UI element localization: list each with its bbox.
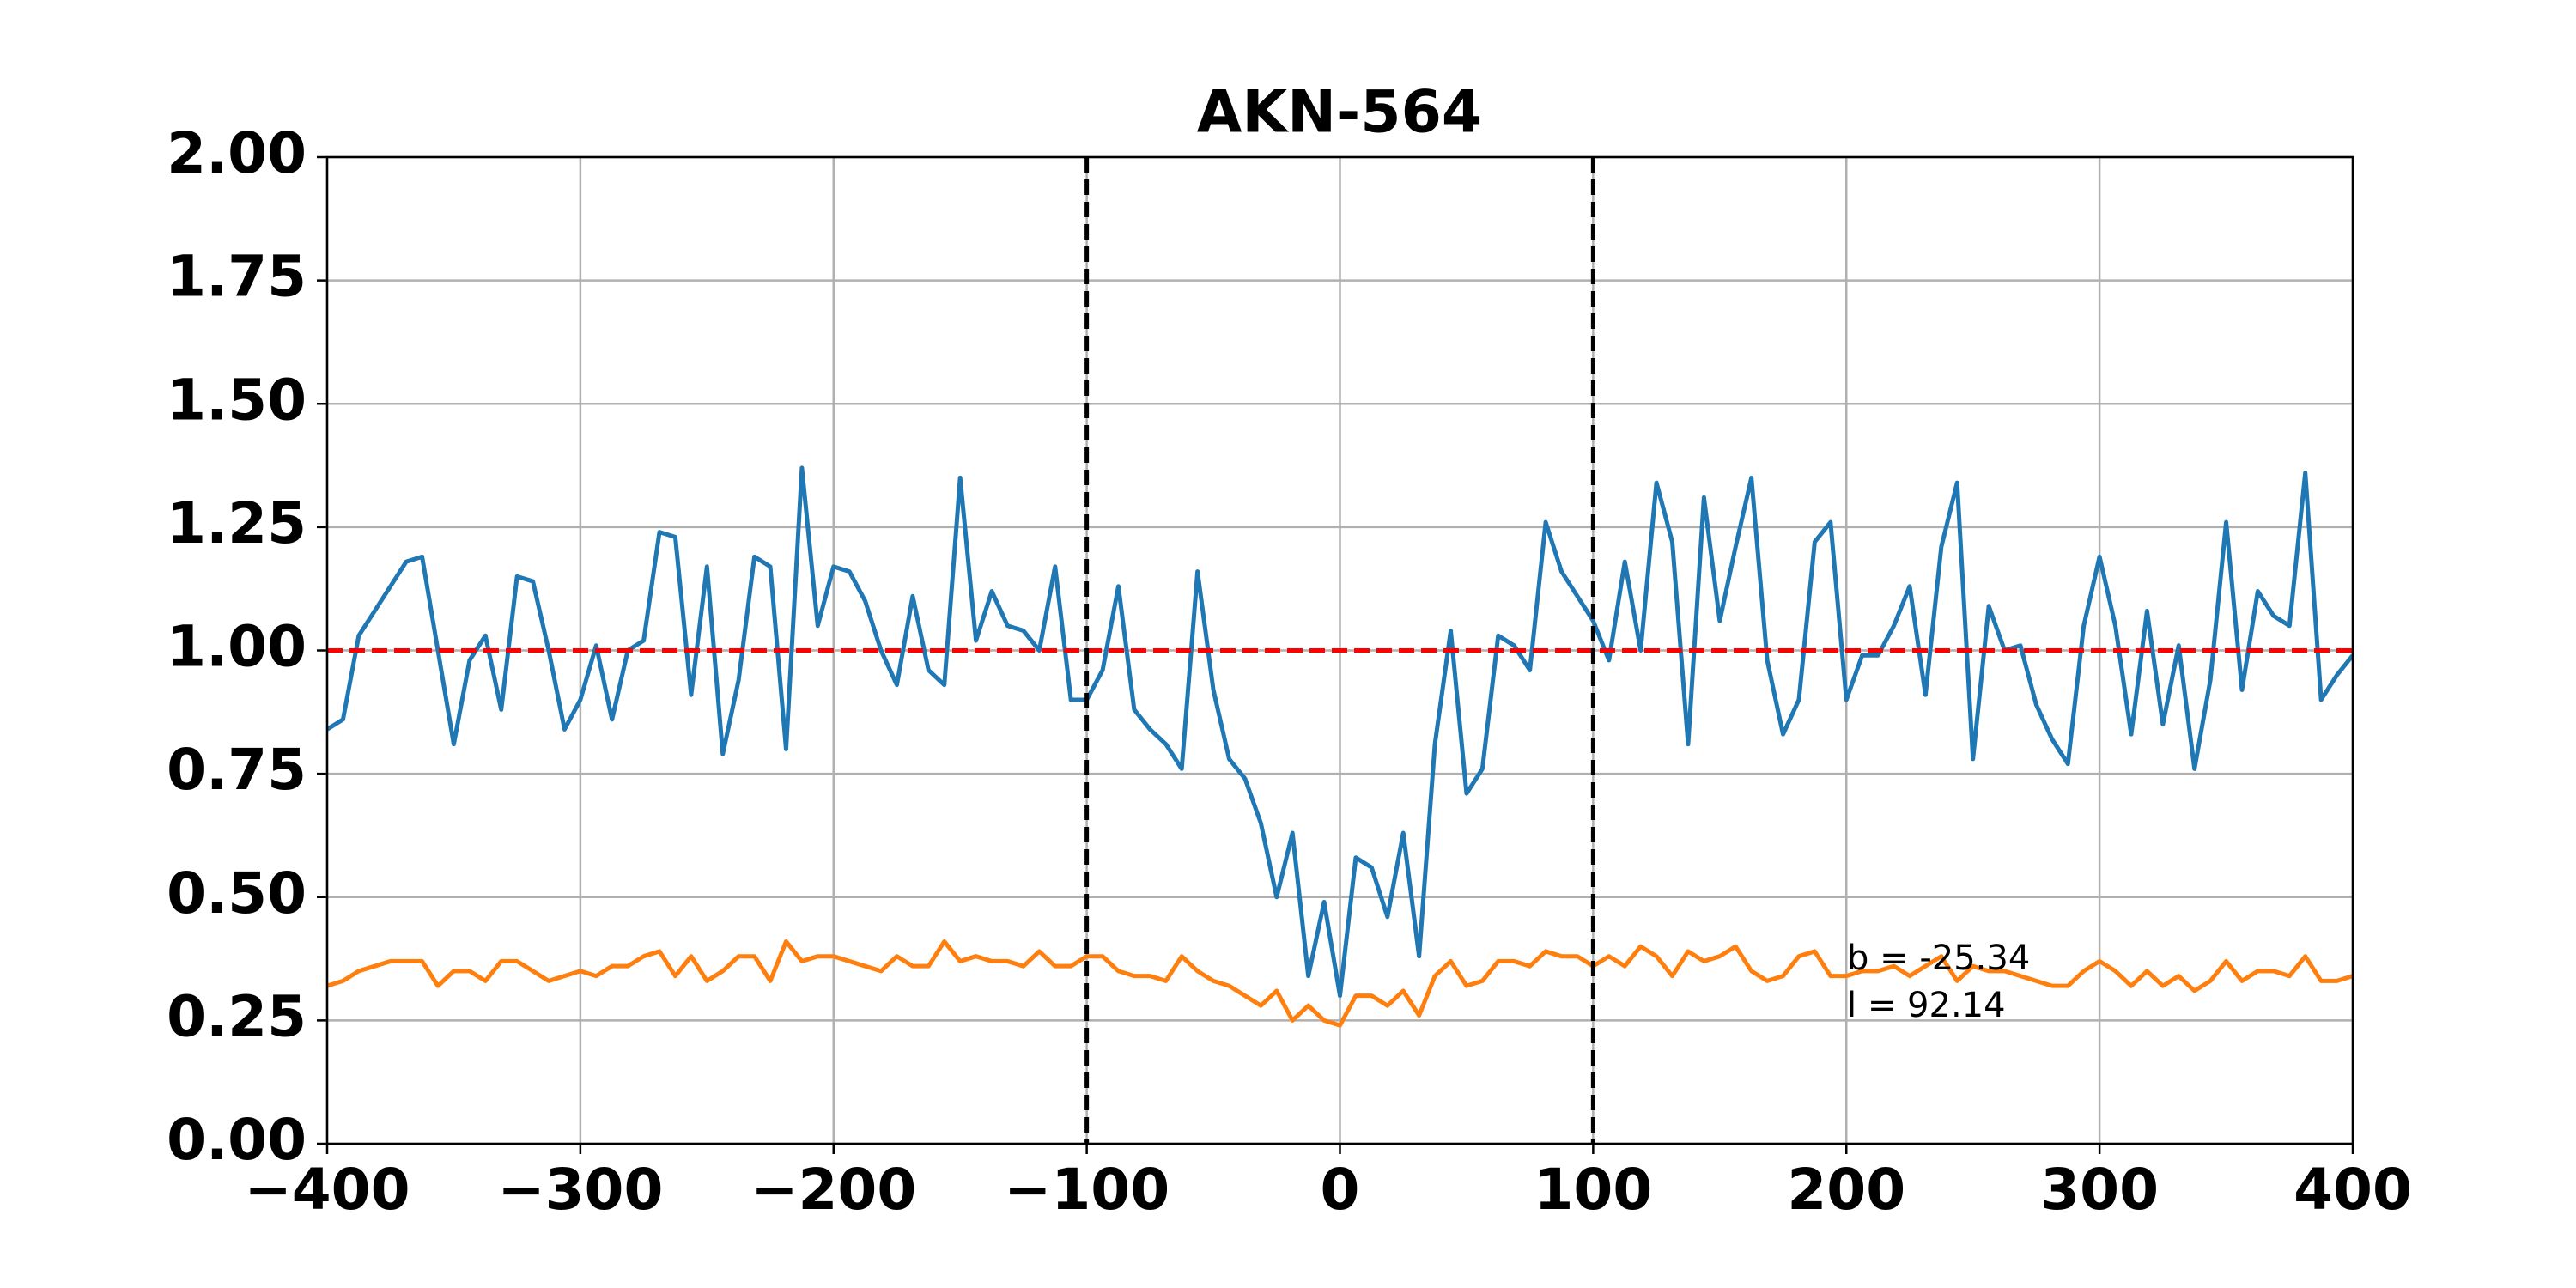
x-tick-label: −100 xyxy=(1004,1157,1170,1223)
data-line xyxy=(325,465,2354,999)
y-tick-label: 0.25 xyxy=(167,983,307,1049)
y-tick-label: 1.25 xyxy=(167,490,307,556)
annotation: l = 92.14 xyxy=(1847,986,2006,1025)
y-tick-label: 0.50 xyxy=(167,860,307,927)
axes-frame xyxy=(325,155,2354,1145)
y-tick-label: 2.00 xyxy=(167,120,307,186)
x-tick-label: −200 xyxy=(750,1157,916,1223)
x-tick-label: 200 xyxy=(1787,1157,1905,1223)
y-tick-label: 1.00 xyxy=(167,614,307,680)
x-tick-label: 0 xyxy=(1321,1157,1360,1223)
x-tick-label: 300 xyxy=(2040,1157,2159,1223)
y-tick-label: 1.50 xyxy=(167,367,307,433)
chart-title: AKN-564 xyxy=(1197,79,1482,147)
data-line xyxy=(326,939,2354,1028)
y-tick-label: 0.00 xyxy=(167,1107,307,1173)
x-tick-label: 400 xyxy=(2293,1157,2412,1223)
plot-area: 0.00 0.25 0.50 0.75 1.00 1.25 1.50 1.75 2.00 −400… xyxy=(167,120,2412,1223)
y-tick-label: 0.75 xyxy=(167,737,307,803)
x-tick-label: −400 xyxy=(244,1157,410,1223)
x-tick-label: 100 xyxy=(1534,1157,1652,1223)
annotation: b = -25.34 xyxy=(1847,939,2030,978)
x-tick-label: −300 xyxy=(497,1157,663,1223)
y-tick-label: 1.75 xyxy=(167,244,307,310)
